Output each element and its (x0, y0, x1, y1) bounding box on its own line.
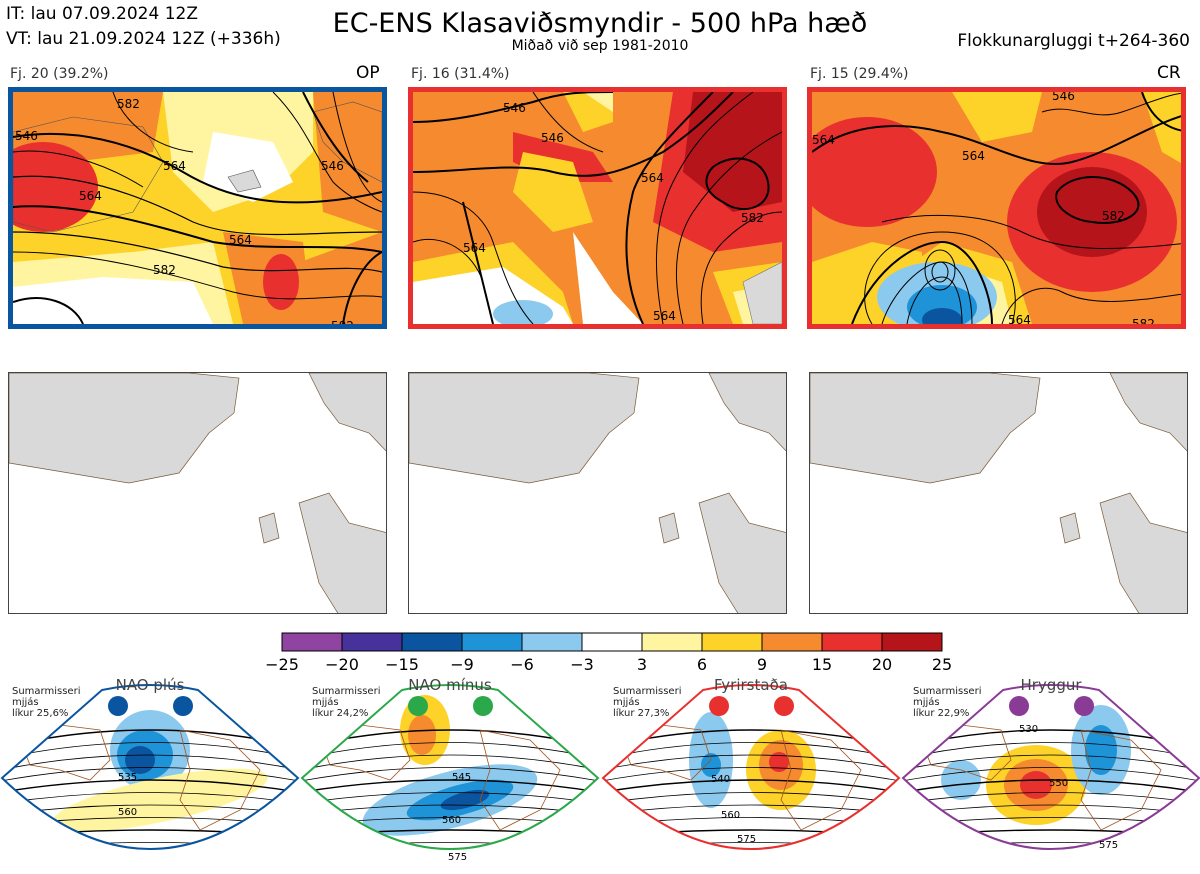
colorbar-tick-label: −6 (510, 655, 534, 674)
regime-contour-label: 540 (711, 774, 730, 785)
cluster-3-label: Fj. 15 (29.4%) (810, 66, 909, 82)
colorbar-swatch (821, 632, 883, 652)
contour-label: 564 (229, 233, 252, 247)
contour-label: 546 (15, 129, 38, 143)
contour-label: 564 (641, 171, 664, 185)
base-map-3 (809, 372, 1188, 614)
regime-info-line: mjjás (312, 697, 339, 708)
base-map-2 (408, 372, 787, 614)
regime-contour-label: 575 (448, 852, 467, 863)
regime-contour-label: 550 (1049, 778, 1068, 789)
regime-contour-label: 575 (1099, 840, 1118, 851)
colorbar-swatch (401, 632, 463, 652)
anomaly-colorbar (281, 632, 943, 652)
regime-marker (173, 696, 193, 716)
contour-label: 564 (812, 133, 835, 147)
regime-info-line: mjjás (913, 697, 940, 708)
cluster-3-map: 564 582 564 582 564 546 (807, 87, 1186, 329)
contour-label: 546 (503, 101, 526, 115)
regime-panel: 530 550 575 (901, 670, 1200, 870)
regime-info-line: líkur 24,2% (312, 708, 369, 719)
regime-info-line: Sumarmisseri (913, 686, 982, 697)
cluster-1-tag: OP (356, 63, 380, 83)
regime-title: Fyrirstaða (714, 676, 788, 694)
regime-contour-label: 535 (118, 772, 137, 783)
contour-label: 564 (79, 189, 102, 203)
cluster-1-map: 546 564 564 582 582 546 564 582 (8, 87, 387, 329)
regime-contour-label: 560 (442, 815, 461, 826)
colorbar-swatch (761, 632, 823, 652)
colorbar-swatch (461, 632, 523, 652)
contour-label: 582 (331, 319, 354, 324)
regime-contour-label: 530 (1019, 724, 1038, 735)
colorbar-tick-label: −25 (265, 655, 299, 674)
base-map-1 (8, 372, 387, 614)
colorbar-tick-label: 6 (696, 655, 708, 674)
contour-label: 564 (463, 241, 486, 255)
regime-marker (1074, 696, 1094, 716)
regime-panel: 540 560 575 (601, 670, 901, 870)
regime-info-line: Sumarmisseri (312, 686, 381, 697)
contour-label: 582 (1102, 209, 1125, 223)
regime-info-line: mjjás (12, 697, 39, 708)
regime-panel: 535 560 (0, 670, 300, 870)
regime-panel: 545 560 575 (300, 670, 600, 870)
colorbar-swatch (521, 632, 583, 652)
cluster-1-label: Fj. 20 (39.2%) (10, 66, 109, 82)
clustering-window: Flokkunargluggi t+264-360 (957, 31, 1190, 51)
valid-time: VT: lau 21.09.2024 12Z (+336h) (6, 29, 281, 49)
regime-info-line: Sumarmisseri (12, 686, 81, 697)
regime-title: NAO plús (115, 676, 185, 694)
contour-label: 546 (321, 159, 344, 173)
colorbar-swatch (881, 632, 943, 652)
contour-label: 564 (163, 159, 186, 173)
contour-label: 564 (1008, 313, 1031, 324)
colorbar-swatch (281, 632, 343, 652)
colorbar-tick-label: 15 (811, 655, 833, 674)
regime-contour-label: 545 (452, 772, 471, 783)
regime-info-line: líkur 27,3% (613, 708, 670, 719)
colorbar-tick-label: 25 (931, 655, 953, 674)
contour-label: 582 (117, 97, 140, 111)
regime-title: NAO mínus (408, 676, 492, 694)
regime-info-line: líkur 22,9% (913, 708, 970, 719)
colorbar-tick-label: −3 (570, 655, 594, 674)
regime-contour-label: 560 (118, 807, 137, 818)
cluster-2-map: 546 564 582 564 546 564 (408, 87, 787, 329)
contour-label: 582 (741, 211, 764, 225)
contour-label: 546 (1052, 92, 1075, 103)
regime-marker (1009, 696, 1029, 716)
colorbar-swatch (581, 632, 643, 652)
regime-marker (108, 696, 128, 716)
regime-marker (709, 696, 729, 716)
regime-marker (408, 696, 428, 716)
contour-label: 582 (1132, 317, 1155, 324)
contour-label: 582 (153, 263, 176, 277)
colorbar-tick-label: 20 (871, 655, 893, 674)
colorbar-tick-label: −15 (385, 655, 419, 674)
regime-title: Hryggur (1020, 676, 1082, 694)
colorbar-tick-label: −9 (450, 655, 474, 674)
colorbar-swatch (341, 632, 403, 652)
colorbar-swatch (701, 632, 763, 652)
cluster-2-label: Fj. 16 (31.4%) (411, 66, 510, 82)
colorbar-tick-label: 9 (756, 655, 768, 674)
contour-label: 564 (962, 149, 985, 163)
regime-marker (473, 696, 493, 716)
regime-contour-label: 575 (737, 834, 756, 845)
regime-contour-label: 560 (721, 810, 740, 821)
page-subtitle: Miðað við sep 1981-2010 (511, 38, 689, 54)
colorbar-tick-label: 3 (636, 655, 648, 674)
regime-marker (774, 696, 794, 716)
init-time: IT: lau 07.09.2024 12Z (6, 4, 198, 24)
regime-info-line: Sumarmisseri (613, 686, 682, 697)
regime-info-line: líkur 25,6% (12, 708, 69, 719)
cluster-3-tag: CR (1157, 63, 1181, 83)
page-title: EC-ENS Klasaviðsmyndir - 500 hPa hæð (332, 8, 868, 39)
contour-label: 564 (653, 309, 676, 323)
contour-label: 546 (541, 131, 564, 145)
regime-info-line: mjjás (613, 697, 640, 708)
colorbar-tick-label: −20 (325, 655, 359, 674)
colorbar-swatch (641, 632, 703, 652)
